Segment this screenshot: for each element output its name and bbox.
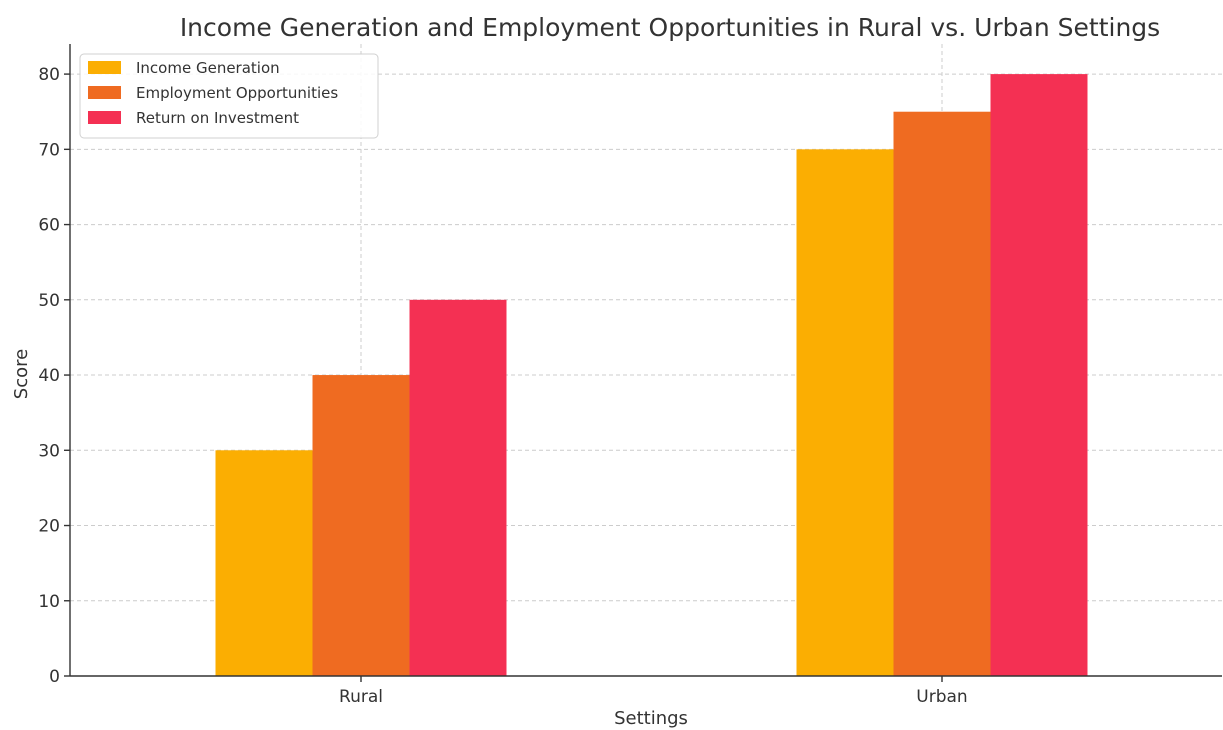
x-axis-ticks: Rural Urban — [339, 676, 968, 707]
y-tick-label-80: 80 — [38, 65, 60, 85]
y-tick-label-10: 10 — [38, 592, 60, 612]
y-tick-label-40: 40 — [38, 366, 60, 386]
y-tick-label-70: 70 — [38, 140, 60, 160]
legend-frame — [79, 53, 379, 139]
y-axis-ticks: 0 10 20 30 40 50 60 70 80 — [38, 65, 70, 687]
x-axis-label: Settings — [614, 708, 688, 729]
legend-label-return-on-investment: Return on Investment — [136, 109, 299, 127]
bar-urban-return-on-investment — [990, 74, 1088, 677]
legend-swatch-return-on-investment — [88, 111, 121, 124]
x-tick-label-urban: Urban — [916, 687, 967, 707]
y-tick-label-20: 20 — [38, 517, 60, 537]
legend: Income Generation Employment Opportunitie… — [79, 53, 379, 139]
legend-swatch-income-generation — [88, 61, 121, 74]
y-axis-label: Score — [11, 349, 32, 399]
y-tick-label-60: 60 — [38, 216, 60, 236]
y-tick-label-0: 0 — [49, 667, 60, 687]
bar-urban-employment-opportunities — [893, 111, 991, 676]
bar-rural-income-generation — [215, 450, 313, 676]
legend-label-employment-opportunities: Employment Opportunities — [136, 84, 338, 102]
bars — [215, 74, 1088, 677]
chart-title: Income Generation and Employment Opportu… — [180, 13, 1160, 42]
legend-label-income-generation: Income Generation — [136, 59, 280, 77]
y-tick-label-50: 50 — [38, 291, 60, 311]
y-tick-label-30: 30 — [38, 441, 60, 461]
bar-rural-return-on-investment — [409, 299, 507, 676]
legend-swatch-employment-opportunities — [88, 86, 121, 99]
bar-rural-employment-opportunities — [312, 375, 410, 676]
bar-urban-income-generation — [796, 149, 894, 677]
x-tick-label-rural: Rural — [339, 687, 383, 707]
